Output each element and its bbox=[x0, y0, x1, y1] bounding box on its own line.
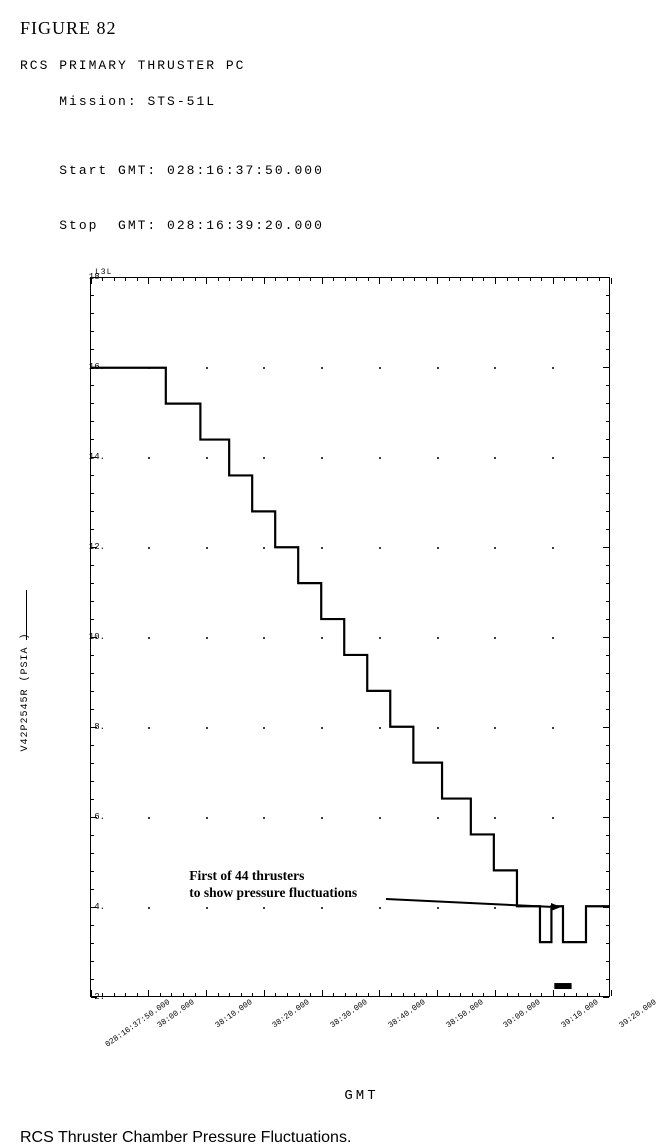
figure-label: FIGURE 82 bbox=[20, 18, 643, 39]
stop-gmt-line: Stop GMT: 028:16:39:20.000 bbox=[20, 198, 643, 253]
y-tick-label: 14. bbox=[89, 452, 105, 462]
y-tick-label: 4. bbox=[94, 902, 105, 912]
annotation-arrowhead bbox=[551, 903, 561, 911]
x-tick-label: 39:20.000 bbox=[618, 998, 659, 1030]
data-series-line bbox=[91, 368, 609, 942]
start-label: Start GMT: bbox=[59, 163, 157, 178]
plot-area: First of 44 thrustersto show pressure fl… bbox=[90, 277, 610, 997]
x-tick-label: 38:30.000 bbox=[329, 998, 370, 1030]
x-tick-label: 38:10.000 bbox=[213, 998, 254, 1030]
y-tick-label: 10. bbox=[89, 632, 105, 642]
x-tick-label: 38:40.000 bbox=[387, 998, 428, 1030]
y-tick-label: 6. bbox=[94, 812, 105, 822]
header-block: RCS PRIMARY THRUSTER PC Mission: STS-51L bbox=[20, 57, 643, 130]
start-gmt-line: Start GMT: 028:16:37:50.000 bbox=[20, 144, 643, 199]
stop-value: 028:16:39:20.000 bbox=[167, 218, 324, 233]
x-tick-label: 39:00.000 bbox=[502, 998, 543, 1030]
chart-container: V42P2545R (PSIA ) L3L First of 44 thrust… bbox=[60, 263, 630, 1043]
annotation-text: First of 44 thrustersto show pressure fl… bbox=[189, 868, 357, 902]
x-tick-label: 38:50.000 bbox=[444, 998, 485, 1030]
mission-value: STS-51L bbox=[147, 94, 216, 109]
y-tick-label: 2. bbox=[94, 992, 105, 1002]
x-tick-label: 39:10.000 bbox=[560, 998, 601, 1030]
mission-label: Mission: bbox=[59, 94, 137, 109]
y-tick-label: 16. bbox=[89, 362, 105, 372]
start-value: 028:16:37:50.000 bbox=[167, 163, 324, 178]
stop-label: Stop GMT: bbox=[59, 218, 157, 233]
y-tick-label: 8. bbox=[94, 722, 105, 732]
mission-line: Mission: STS-51L bbox=[20, 75, 643, 130]
caption: RCS Thruster Chamber Pressure Fluctuatio… bbox=[20, 1129, 643, 1147]
y-axis-label: V42P2545R (PSIA ) bbox=[20, 632, 31, 751]
chart-title: RCS PRIMARY THRUSTER PC bbox=[20, 57, 643, 75]
x-tick-label: 38:20.000 bbox=[271, 998, 312, 1030]
x-axis-label: GMT bbox=[80, 1088, 643, 1104]
y-tick-label: 12. bbox=[89, 542, 105, 552]
gmt-block: Start GMT: 028:16:37:50.000 Stop GMT: 02… bbox=[20, 144, 643, 253]
y-tick-label: 18. bbox=[89, 272, 105, 282]
